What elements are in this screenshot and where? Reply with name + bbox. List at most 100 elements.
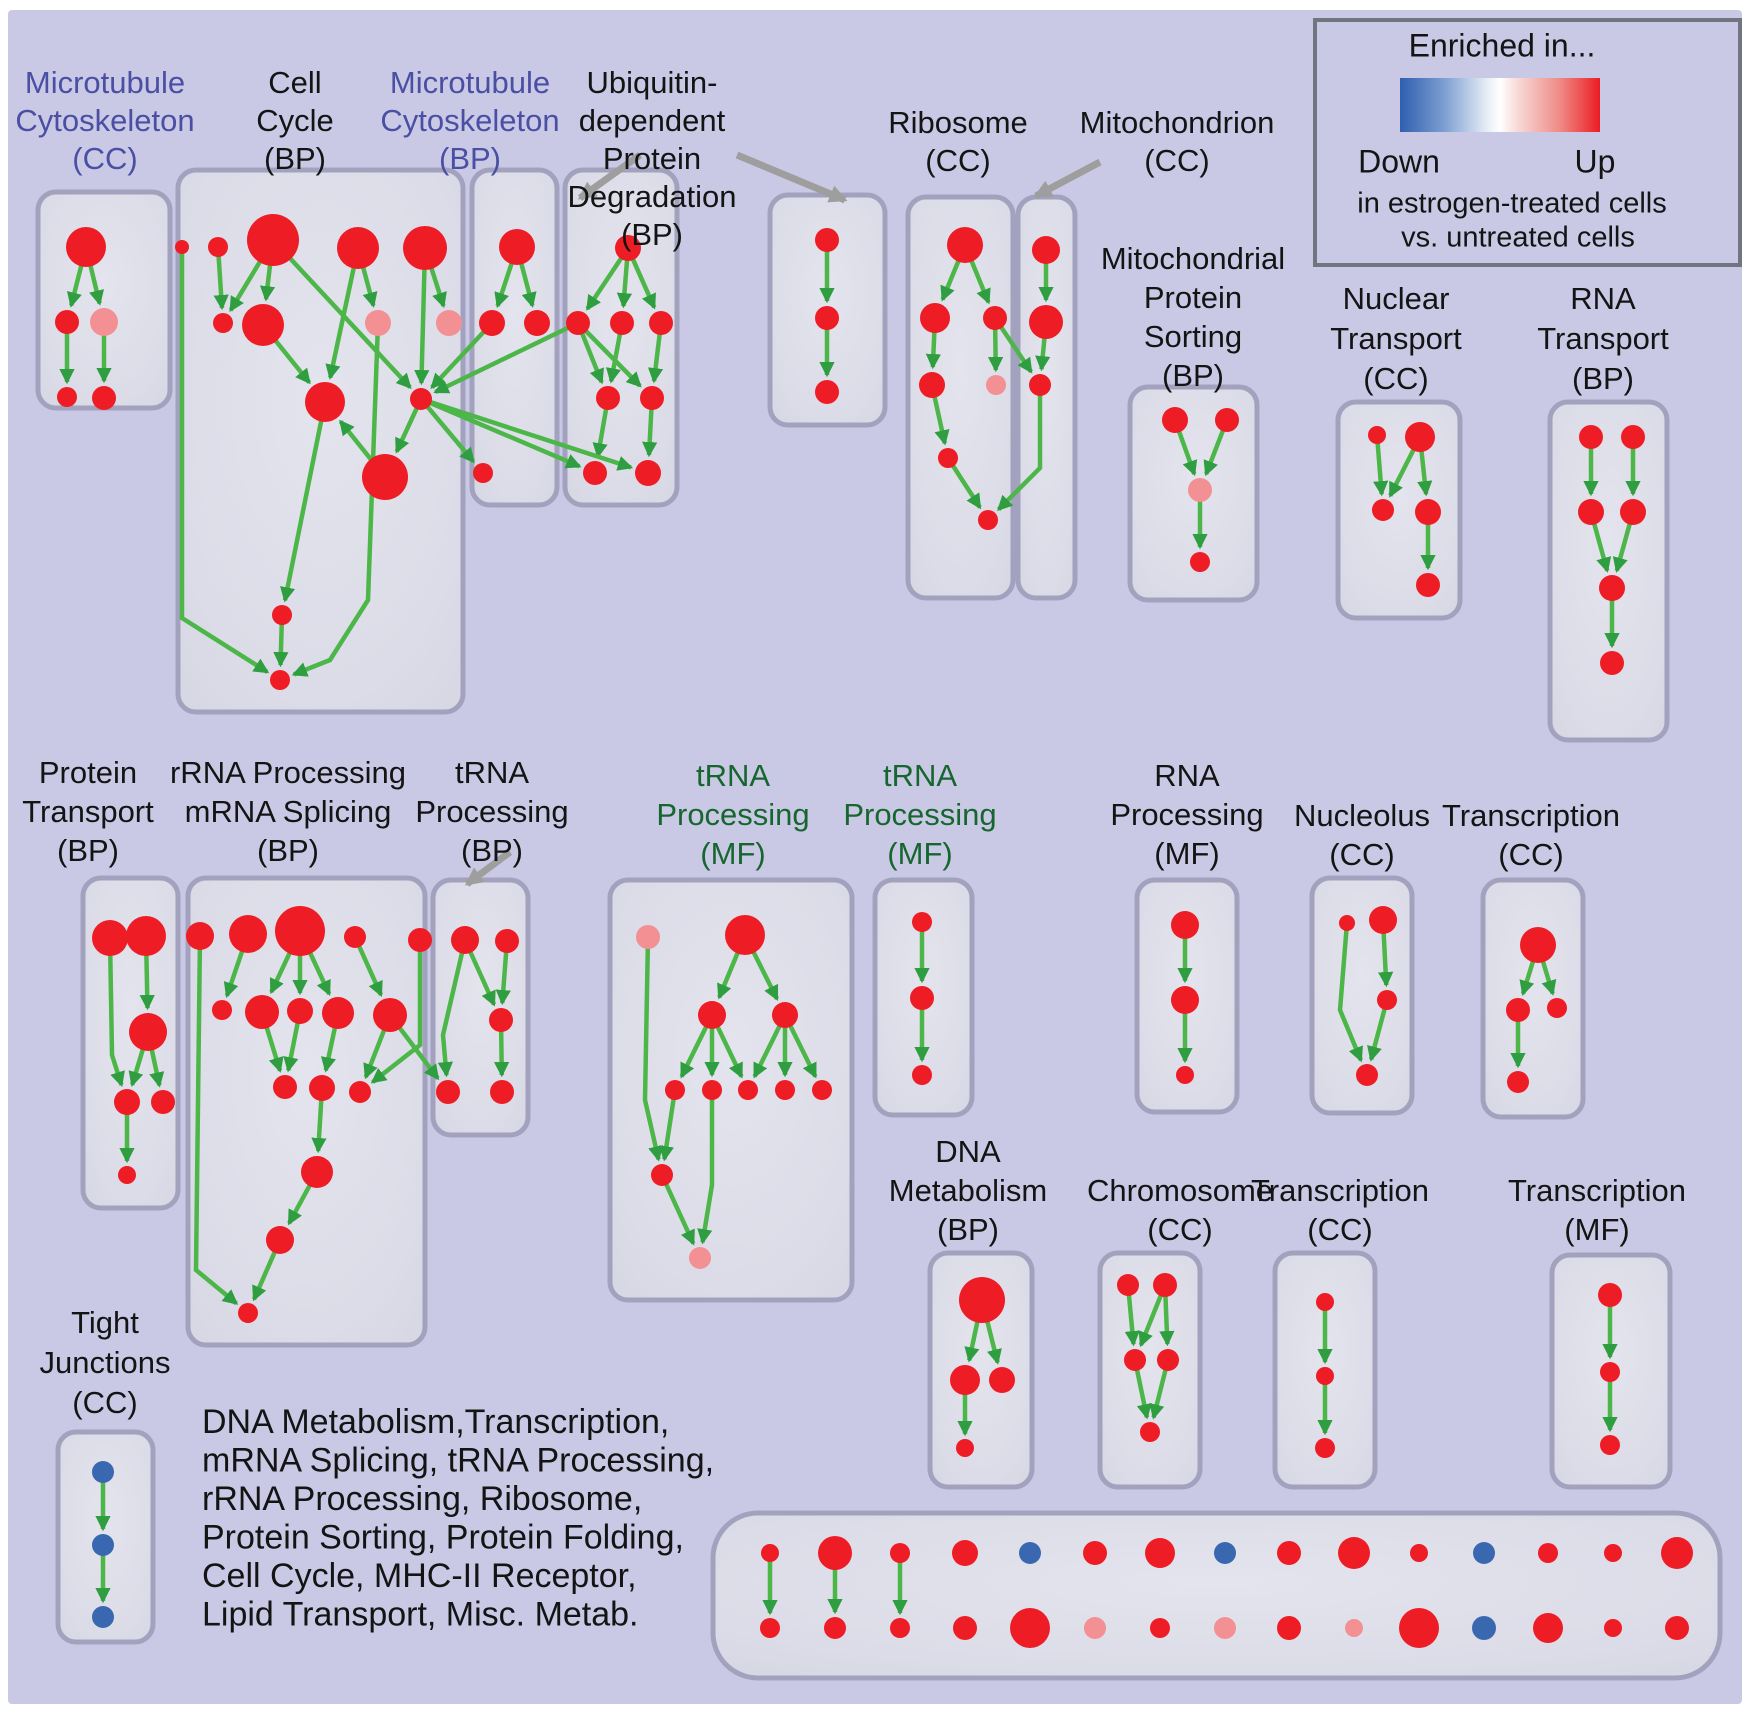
go-term-node-misc_strip-8: [1277, 1541, 1301, 1565]
cluster-label: Nuclear Transport (CC): [1330, 281, 1462, 396]
go-term-node-cell_cycle-8: [436, 310, 462, 336]
go-term-node-trna_bp-2: [489, 1008, 513, 1032]
go-term-node-ribosome-3: [919, 372, 945, 398]
cluster-label-line: Nucleolus: [1294, 798, 1430, 833]
go-edge-ubiq_a: [576, 321, 642, 388]
go-term-node-prot_t-5: [118, 1166, 136, 1184]
cluster-label-line: Degradation: [568, 179, 737, 214]
go-term-node-nuc_t-3: [1415, 499, 1441, 525]
cluster-label-line: (MF): [1564, 1212, 1629, 1247]
go-edge-trna_mf1: [659, 1174, 696, 1246]
cluster-label-line: (BP): [439, 141, 501, 176]
go-term-node-nucleolus-0: [1339, 915, 1355, 931]
cluster-label-line: (CC): [72, 141, 137, 176]
go-term-node-cell_cycle-13: [270, 670, 290, 690]
cluster-label-line: Processing: [656, 797, 809, 832]
go-term-node-misc_strip-3: [952, 1540, 978, 1566]
go-term-node-cell_cycle-1: [208, 237, 228, 257]
go-term-node-cell_cycle-7: [365, 310, 391, 336]
go-term-node-ubiq_a-7: [635, 460, 661, 486]
go-term-node-misc_strip-6: [1145, 1538, 1175, 1568]
go-term-node-misc_strip-25: [1399, 1608, 1439, 1648]
go-edge-cross: [996, 385, 1043, 512]
cluster-label-line: (BP): [621, 217, 683, 252]
go-term-node-rna_t-0: [1579, 425, 1603, 449]
go-term-node-rna_t-1: [1621, 425, 1645, 449]
go-term-node-trans_cc2-0: [1316, 1293, 1334, 1311]
go-term-node-ubiq_b-2: [815, 380, 839, 404]
go-term-node-nucleolus-2: [1377, 990, 1397, 1010]
go-term-node-rrna-13: [301, 1156, 333, 1188]
go-term-node-rna_t-2: [1578, 499, 1604, 525]
go-term-node-nucleolus-1: [1369, 906, 1397, 934]
go-term-node-trna_mf1-6: [738, 1080, 758, 1100]
go-term-node-misc_strip-11: [1473, 1542, 1495, 1564]
cluster-label-line: Cytoskeleton: [15, 103, 194, 138]
cluster-box-cell_cycle: [175, 167, 466, 715]
go-term-node-dna_met-1: [950, 1365, 980, 1395]
go-term-node-cell_cycle-10: [410, 388, 432, 410]
go-term-node-dna_met-3: [956, 1439, 974, 1457]
cluster-label-line: (CC): [72, 1385, 137, 1420]
go-term-node-mt_cc-0: [66, 227, 106, 267]
go-term-node-misc_strip-14: [1661, 1537, 1693, 1569]
cluster-label-line: Microtubule: [390, 65, 550, 100]
go-term-node-trans_mf-0: [1598, 1283, 1622, 1307]
cluster-label-line: (BP): [264, 141, 326, 176]
go-term-node-trans_cc2-2: [1315, 1438, 1335, 1458]
go-term-node-chromosome-4: [1140, 1422, 1160, 1442]
cluster-box-chromosome: [1097, 1250, 1203, 1490]
cluster-label-line: Mitochondrial: [1101, 241, 1285, 276]
go-term-node-trna_mf1-4: [665, 1080, 685, 1100]
go-term-node-trna_mf2-1: [910, 986, 934, 1010]
go-term-node-trans_mf-1: [1600, 1362, 1620, 1382]
cluster-label-line: tRNA: [696, 758, 770, 793]
cluster-label-line: RNA: [1570, 281, 1636, 316]
cluster-box-misc_strip: [710, 1510, 1723, 1681]
go-term-node-misc_strip-20: [1084, 1617, 1106, 1639]
go-term-node-cell_cycle-5: [213, 313, 233, 333]
go-term-node-rrna-10: [273, 1075, 297, 1099]
go-term-node-trna_mf1-2: [698, 1001, 726, 1029]
cluster-label-line: Processing: [1110, 797, 1263, 832]
go-term-node-rrna-12: [349, 1081, 371, 1103]
go-term-node-mt_bp-0: [499, 229, 535, 265]
go-term-node-tight_j-1: [92, 1534, 114, 1556]
cluster-box-prot_t: [80, 875, 181, 1211]
cluster-box-nuc_t: [1335, 399, 1463, 621]
go-term-node-rna_t-5: [1600, 651, 1624, 675]
go-term-node-misc_strip-29: [1665, 1616, 1689, 1640]
go-term-node-mito_ps-2: [1188, 478, 1212, 502]
go-term-node-rna_proc-0: [1171, 911, 1199, 939]
cluster-label-line: tRNA: [455, 755, 529, 790]
go-term-node-trna_mf1-10: [689, 1247, 711, 1269]
go-term-node-cell_cycle-12: [272, 605, 292, 625]
cluster-label-line: Cytoskeleton: [380, 103, 559, 138]
go-term-node-misc_strip-1: [818, 1536, 852, 1570]
go-term-node-trna_mf2-2: [912, 1065, 932, 1085]
go-term-node-trna_mf1-5: [702, 1080, 722, 1100]
cluster-label-line: (BP): [937, 1212, 999, 1247]
go-term-node-rrna-0: [186, 922, 214, 950]
cluster-label-line: (BP): [257, 833, 319, 868]
go-term-node-cell_cycle-3: [337, 227, 379, 269]
cluster-label-line: (MF): [1154, 836, 1219, 871]
cluster-label-line: tRNA: [883, 758, 957, 793]
go-term-node-cell_cycle-0: [175, 240, 189, 254]
go-term-node-rrna-5: [212, 1000, 232, 1020]
cluster-label-line: Transcription: [1442, 798, 1620, 833]
go-term-node-misc_strip-26: [1472, 1616, 1496, 1640]
legend-box: [1313, 18, 1742, 267]
go-term-node-misc_strip-16: [824, 1617, 846, 1639]
go-term-node-misc_strip-10: [1410, 1544, 1428, 1562]
go-term-node-cell_cycle-4: [403, 226, 447, 270]
go-term-node-rrna-6: [245, 995, 279, 1029]
cluster-label: Transcription (MF): [1508, 1173, 1686, 1247]
go-term-node-ribosome-5: [938, 448, 958, 468]
cluster-label: Cell Cycle (BP): [256, 65, 334, 176]
go-term-node-misc_strip-13: [1604, 1544, 1622, 1562]
go-term-node-mito_ps-1: [1215, 408, 1239, 432]
go-term-node-ubiq_a-3: [649, 311, 673, 335]
go-term-node-trna_mf2-0: [912, 912, 932, 932]
go-term-node-misc_strip-2: [890, 1543, 910, 1563]
